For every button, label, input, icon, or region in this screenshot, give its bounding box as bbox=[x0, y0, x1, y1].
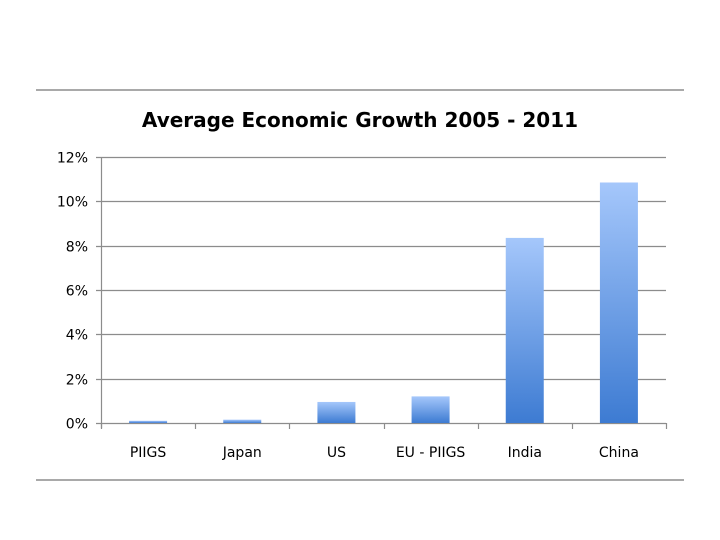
y-tick-label: 4% bbox=[66, 328, 88, 344]
bar-india bbox=[505, 237, 544, 423]
y-tick-labels: 0% 2% 4% 6% 8% 10% 12% bbox=[57, 151, 88, 433]
x-tick-label: Japan bbox=[222, 445, 262, 461]
bar-china bbox=[599, 182, 638, 423]
axes bbox=[100, 157, 668, 429]
y-tick-label: 6% bbox=[66, 284, 88, 300]
x-tick-label: EU - PIIGS bbox=[396, 445, 466, 461]
bar-japan bbox=[223, 419, 262, 423]
bar-us bbox=[317, 401, 356, 423]
x-tick-label: China bbox=[599, 445, 639, 461]
x-tick-label: India bbox=[508, 445, 542, 461]
x-tick-labels: PIIGS Japan US EU - PIIGS India China bbox=[130, 445, 639, 461]
x-tick-label: US bbox=[327, 445, 346, 461]
y-tick-label: 2% bbox=[66, 373, 88, 389]
y-tick-label: 12% bbox=[57, 151, 88, 167]
bars bbox=[129, 182, 638, 423]
bar-piigs bbox=[129, 420, 168, 423]
y-tick-label: 8% bbox=[66, 240, 88, 256]
x-tick-label: PIIGS bbox=[130, 445, 167, 461]
top-divider bbox=[36, 89, 684, 91]
y-tick-label: 0% bbox=[66, 417, 88, 433]
y-tick-label: 10% bbox=[57, 195, 88, 211]
gridlines bbox=[96, 156, 666, 425]
bar-eu-piigs bbox=[411, 396, 450, 423]
chart-title: Average Economic Growth 2005 - 2011 bbox=[141, 108, 579, 132]
bottom-divider bbox=[36, 479, 684, 481]
